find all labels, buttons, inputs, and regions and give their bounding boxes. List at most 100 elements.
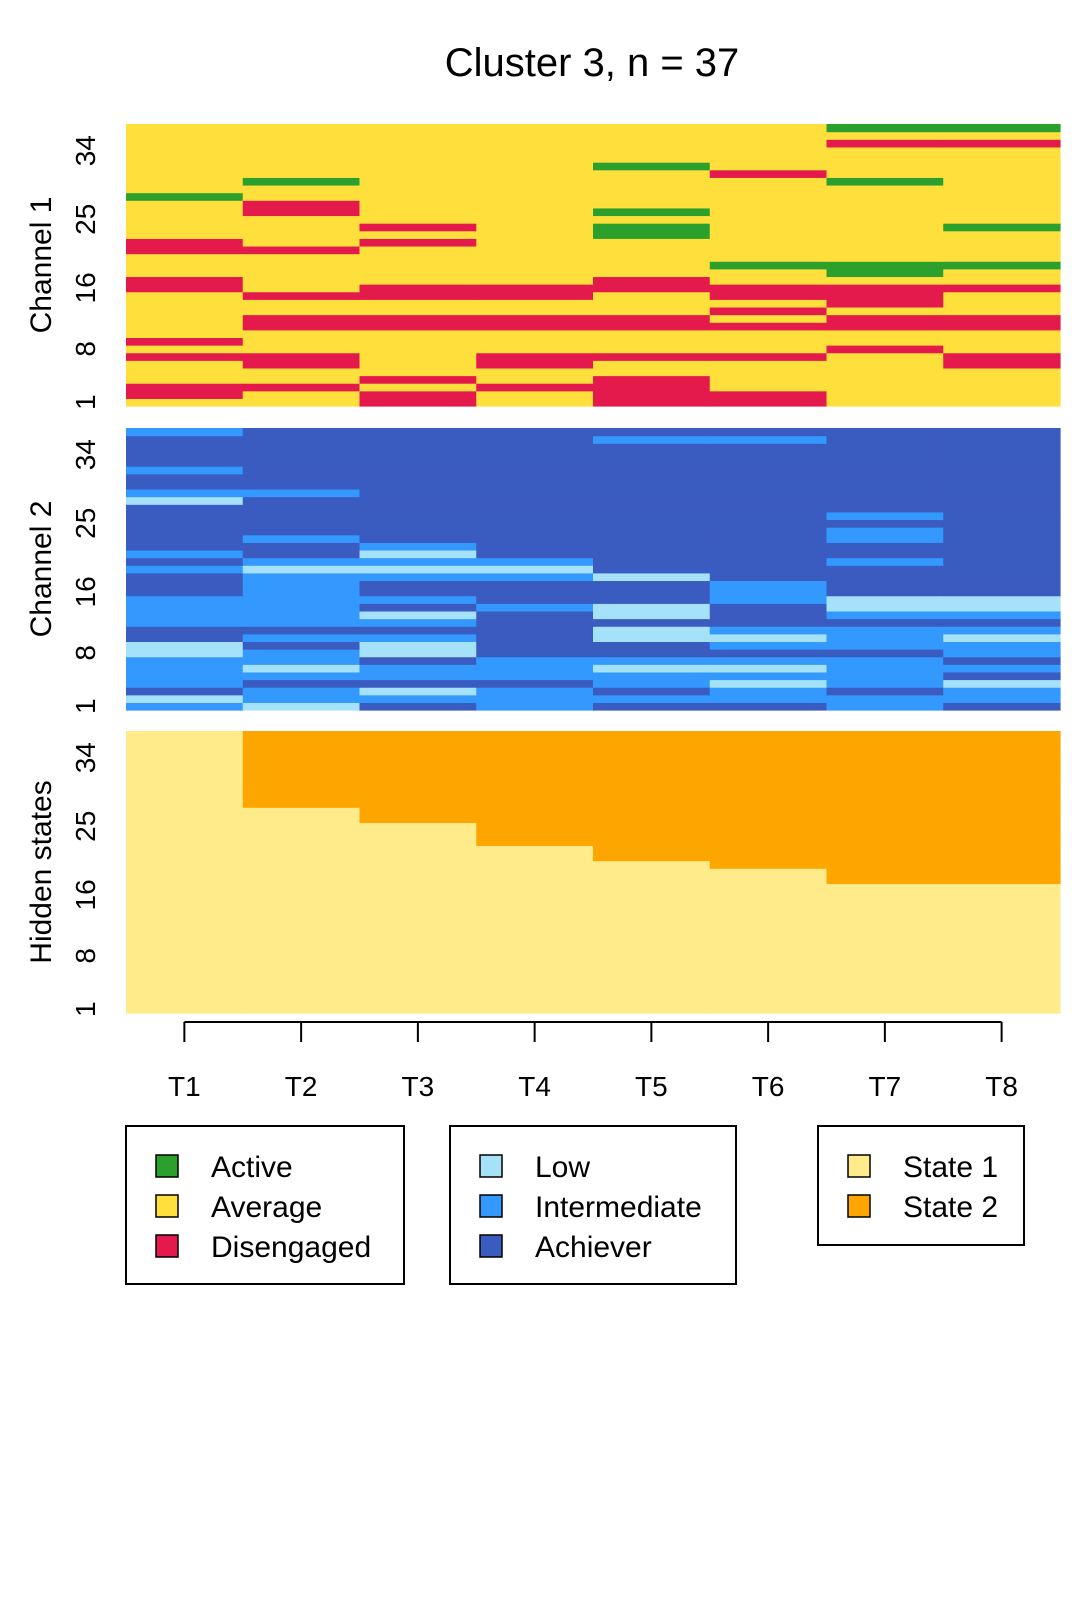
panel-3: 1 8 16 25 34 Hidden states bbox=[25, 731, 1061, 1017]
cell bbox=[359, 997, 477, 1006]
cell bbox=[476, 177, 594, 186]
cell bbox=[126, 776, 244, 785]
cell bbox=[242, 511, 361, 521]
cell bbox=[126, 215, 244, 224]
cell bbox=[126, 769, 244, 778]
cell bbox=[593, 169, 711, 178]
cell bbox=[593, 595, 711, 604]
cell bbox=[242, 192, 361, 201]
cell bbox=[476, 769, 594, 778]
cell bbox=[826, 504, 944, 513]
cell bbox=[709, 952, 828, 961]
cell bbox=[826, 238, 944, 247]
cell bbox=[709, 314, 828, 323]
cell bbox=[943, 306, 1061, 316]
cell bbox=[126, 398, 244, 407]
cell bbox=[242, 450, 361, 460]
panel-2: 1 8 16 25 34 Channel 2 bbox=[25, 428, 1061, 714]
cell bbox=[943, 921, 1061, 930]
cell bbox=[593, 913, 711, 923]
cell bbox=[126, 207, 244, 217]
cell bbox=[943, 814, 1061, 824]
cell bbox=[593, 124, 711, 133]
cell bbox=[476, 542, 594, 551]
cell bbox=[476, 731, 594, 740]
cell bbox=[126, 807, 244, 816]
cell bbox=[826, 618, 944, 627]
cell bbox=[126, 245, 244, 255]
cell bbox=[593, 860, 711, 869]
cell bbox=[593, 428, 711, 437]
cell bbox=[709, 162, 828, 171]
cell bbox=[359, 837, 477, 846]
cell bbox=[242, 753, 361, 763]
cell bbox=[359, 799, 477, 808]
cell bbox=[126, 952, 244, 961]
cell bbox=[242, 959, 361, 968]
cell bbox=[593, 488, 711, 498]
cell bbox=[126, 527, 244, 536]
cell bbox=[126, 473, 244, 482]
cell bbox=[126, 238, 244, 247]
cell bbox=[242, 268, 361, 278]
cell bbox=[359, 223, 477, 232]
cell bbox=[943, 906, 1061, 915]
sequence-panels: 1 8 16 25 34 Channel 1 1 8 16 25 34 Channel 2 1 8 16 25… bbox=[25, 124, 1061, 1017]
cell bbox=[943, 268, 1061, 278]
cell bbox=[476, 435, 594, 444]
cell bbox=[126, 891, 244, 900]
cell bbox=[709, 466, 828, 475]
cell bbox=[359, 784, 477, 793]
panel-label: Channel 1 bbox=[25, 197, 58, 334]
cell bbox=[126, 162, 244, 171]
chart-title: Cluster 3, n = 37 bbox=[445, 41, 740, 85]
cell bbox=[709, 428, 828, 437]
cell bbox=[126, 753, 244, 763]
cell bbox=[242, 314, 361, 323]
cell bbox=[593, 511, 711, 521]
cell bbox=[126, 458, 244, 467]
cell bbox=[943, 618, 1061, 627]
cell bbox=[709, 169, 828, 178]
cell bbox=[476, 761, 594, 770]
cell bbox=[359, 496, 477, 505]
cell bbox=[709, 306, 828, 316]
cell bbox=[826, 223, 944, 232]
cell bbox=[359, 169, 477, 178]
cell bbox=[476, 860, 594, 869]
cell bbox=[359, 383, 477, 392]
cell bbox=[593, 131, 711, 140]
cell bbox=[709, 731, 828, 740]
cell bbox=[943, 603, 1061, 612]
cell bbox=[826, 837, 944, 846]
cell bbox=[126, 649, 244, 658]
cell bbox=[709, 337, 828, 346]
cell bbox=[476, 398, 594, 407]
cell bbox=[826, 481, 944, 490]
cell bbox=[476, 952, 594, 961]
cell bbox=[242, 769, 361, 778]
cell bbox=[593, 466, 711, 475]
cell bbox=[826, 603, 944, 612]
cell bbox=[242, 435, 361, 444]
cell bbox=[826, 534, 944, 543]
cell bbox=[476, 618, 594, 627]
cell bbox=[709, 367, 828, 377]
cell bbox=[826, 641, 944, 650]
cell bbox=[476, 466, 594, 475]
cell bbox=[476, 261, 594, 270]
cell bbox=[709, 322, 828, 331]
cell bbox=[593, 450, 711, 460]
cell bbox=[242, 830, 361, 839]
cell bbox=[709, 527, 828, 536]
cell bbox=[476, 565, 594, 574]
cell bbox=[826, 664, 944, 673]
cell bbox=[359, 504, 477, 513]
cell bbox=[709, 982, 828, 991]
cell bbox=[826, 702, 944, 711]
cell bbox=[943, 245, 1061, 255]
cell bbox=[943, 345, 1061, 354]
cell bbox=[826, 959, 944, 968]
cell bbox=[943, 169, 1061, 178]
cell bbox=[593, 944, 711, 953]
